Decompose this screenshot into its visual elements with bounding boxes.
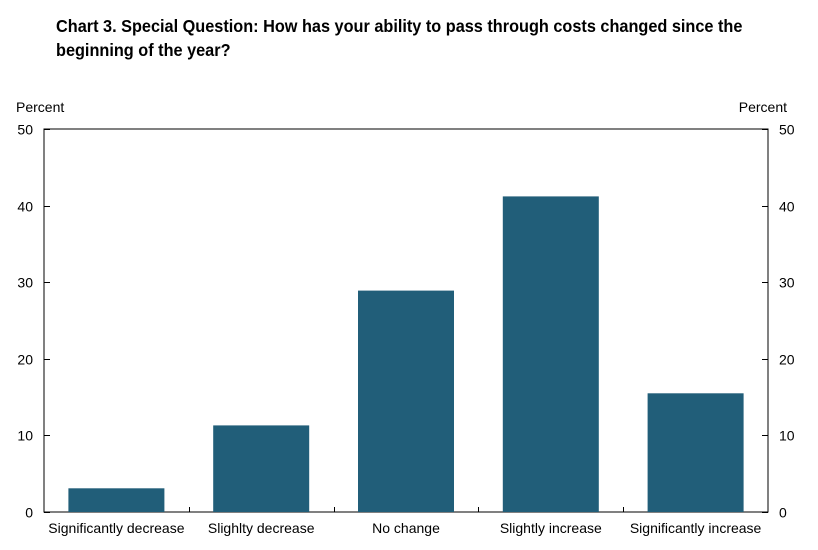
y-tick-label-left: 40 — [17, 199, 33, 215]
y-tick-label-left: 0 — [25, 505, 33, 521]
y-tick-label-left: 50 — [17, 122, 33, 138]
bar — [502, 196, 599, 512]
x-tick-label: Slighlty decrease — [208, 520, 315, 536]
y-axis-label-right: Percent — [739, 99, 787, 115]
tick-labels: 0 0 10 10 20 20 30 30 40 40 50 50 Significantly decr… — [17, 122, 794, 537]
chart-title: Chart 3. Special Question: How has your … — [56, 16, 743, 60]
x-tick-label: Significantly increase — [630, 520, 762, 536]
y-tick-label-right: 0 — [779, 505, 787, 521]
bar — [358, 290, 454, 512]
y-tick-label-right: 10 — [779, 428, 795, 444]
x-tick-label: Slightly increase — [500, 520, 602, 536]
y-axis-label-left: Percent — [16, 99, 64, 115]
y-tick-label-left: 30 — [17, 275, 33, 291]
bars — [68, 196, 744, 512]
bar — [68, 488, 165, 512]
x-tick-label: Significantly decrease — [48, 520, 184, 536]
bar — [647, 393, 744, 512]
y-tick-label-right: 20 — [779, 352, 795, 368]
x-tick-label: No change — [372, 520, 440, 536]
y-tick-label-right: 40 — [779, 199, 795, 215]
y-tick-label-left: 20 — [17, 352, 33, 368]
y-tick-label-left: 10 — [17, 428, 33, 444]
y-tick-label-right: 30 — [779, 275, 795, 291]
bar — [213, 425, 310, 512]
y-tick-label-right: 50 — [779, 122, 795, 138]
